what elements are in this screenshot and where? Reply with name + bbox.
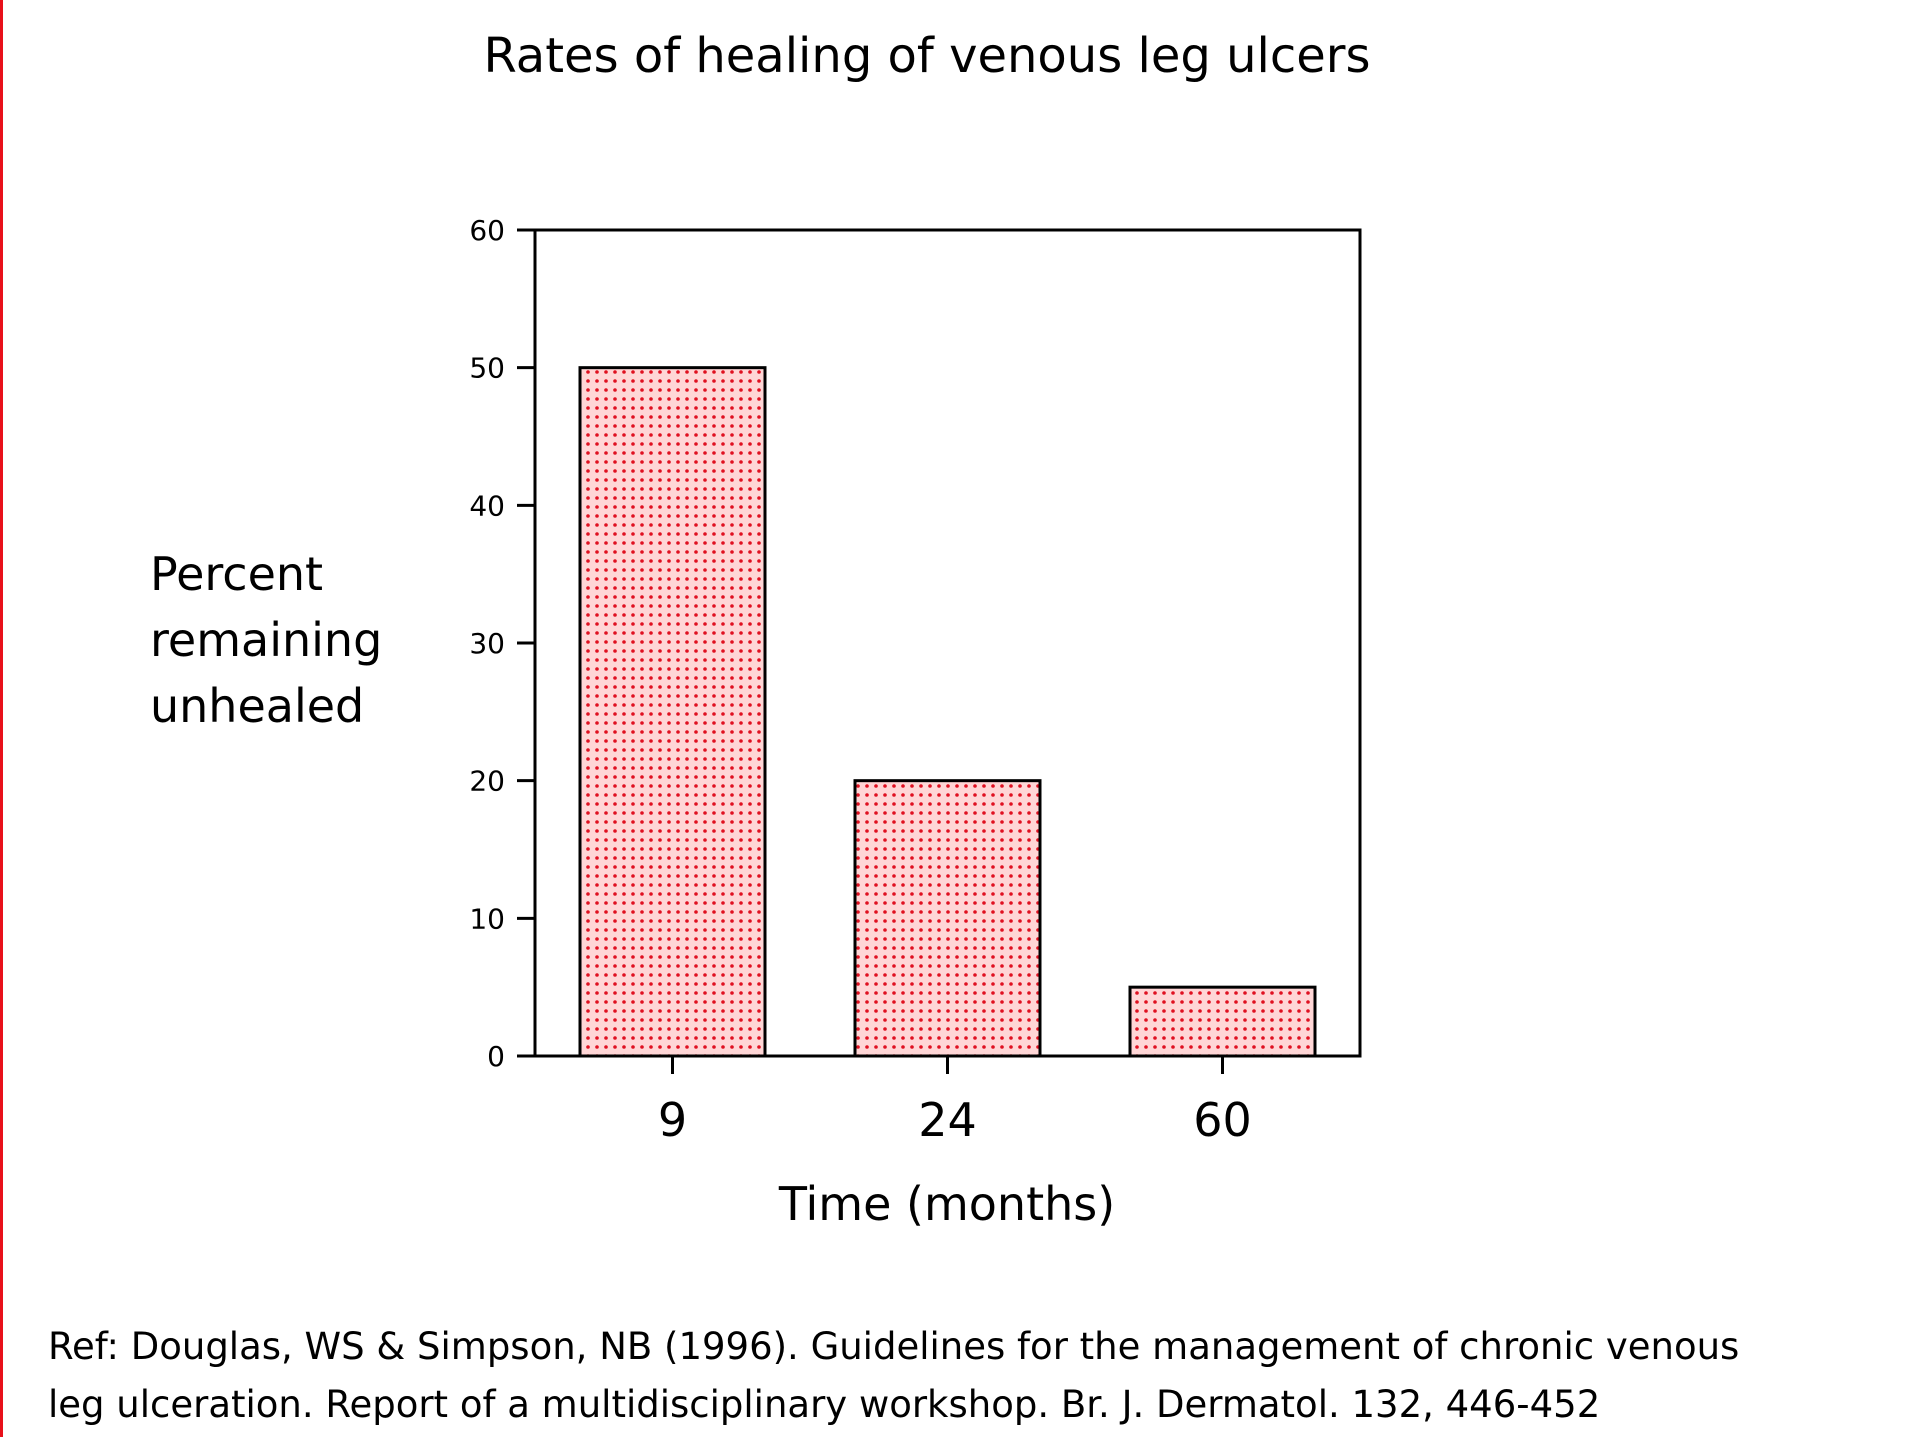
chart-title: Rates of healing of venous leg ulcers [484,28,1371,84]
y-axis-label-line-3: unhealed [150,679,364,733]
reference-citation: Ref: Douglas, WS & Simpson, NB (1996). G… [48,1318,1908,1434]
x-tick-label-9: 9 [658,1093,687,1147]
y-axis-label-line-2: remaining [150,613,382,667]
y-tick-label-40: 40 [469,489,505,522]
bar-9 [578,366,767,1058]
y-tick-label-10: 10 [469,902,505,935]
x-axis-label: Time (months) [778,1177,1115,1231]
plot-area: 0 10 20 30 40 50 60 9 24 60 [469,214,1362,1147]
left-border [0,0,3,1437]
y-tick-label-50: 50 [469,352,505,385]
bar-60 [1128,985,1317,1058]
y-tick-label-30: 30 [469,627,505,660]
y-tick-label-60: 60 [469,214,505,247]
y-axis-label-line-1: Percent [150,547,323,601]
y-axis-label: Percent remaining unhealed [150,547,397,733]
reference-line-1: Ref: Douglas, WS & Simpson, NB (1996). G… [48,1325,1740,1368]
x-tick-label-60: 60 [1193,1093,1252,1147]
x-tick-label-24: 24 [918,1093,977,1147]
bar-24 [853,779,1042,1058]
y-tick-label-0: 0 [487,1040,505,1073]
y-tick-label-20: 20 [469,765,505,798]
reference-line-2: leg ulceration. Report of a multidiscipl… [48,1383,1601,1426]
